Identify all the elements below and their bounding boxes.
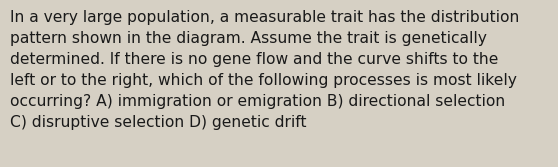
Text: In a very large population, a measurable trait has the distribution
pattern show: In a very large population, a measurable… [10,10,519,130]
